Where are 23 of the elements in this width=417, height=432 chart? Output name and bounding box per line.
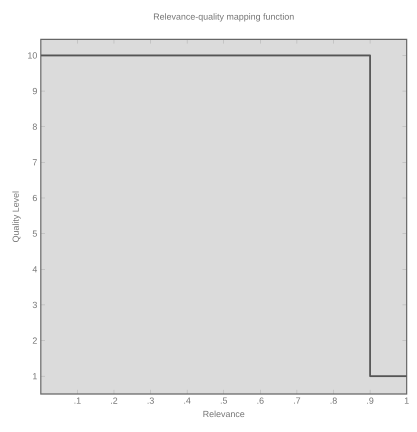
x-tick-label: 1 [405, 397, 409, 404]
y-tick-label: 4 [32, 266, 38, 272]
y-tick-label: 9 [33, 88, 38, 94]
chart-title: Relevance-quality mapping function [154, 13, 294, 22]
x-tick-label: .9 [367, 397, 374, 404]
x-tick-label: .7 [294, 397, 300, 404]
y-tick-label: 3 [32, 302, 38, 308]
y-tick-label: 7 [33, 159, 38, 166]
y-tick-label: 10 [28, 52, 38, 59]
y-tick-label: 8 [32, 124, 38, 130]
x-tick-label: .6 [258, 397, 264, 404]
y-tick-label: 6 [33, 194, 38, 202]
y-axis-title: Quality Level [12, 192, 21, 242]
x-axis-title: Relevance [204, 410, 245, 418]
x-tick-label: .4 [184, 397, 191, 404]
y-tick-label: 5 [32, 230, 38, 237]
x-tick-label: .3 [148, 397, 154, 404]
x-tick-label: .5 [221, 397, 228, 404]
x-tick-label: .8 [330, 397, 338, 404]
y-tick-label: 1 [33, 373, 38, 380]
x-tick-label: .1 [74, 397, 81, 404]
x-tick-label: .2 [111, 397, 118, 404]
y-tick-label: 2 [33, 337, 38, 344]
